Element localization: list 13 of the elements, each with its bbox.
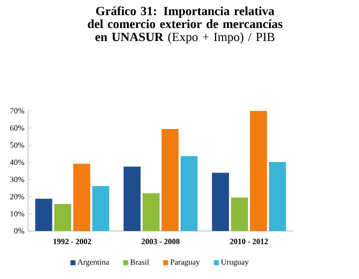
bar — [142, 193, 160, 231]
bar — [73, 164, 90, 231]
bar — [268, 162, 286, 231]
bar — [162, 129, 179, 231]
bar — [35, 198, 52, 231]
bar — [92, 186, 110, 231]
bar — [250, 110, 267, 231]
bar — [212, 172, 229, 231]
chart-title: Gráfico 31: Importancia relativa del comercio exterior de mercancías en UNASUR (Expo + Impo) / PIB — [88, 6, 282, 44]
bar — [124, 166, 141, 231]
bar — [54, 204, 72, 231]
bar — [230, 198, 248, 231]
bar — [180, 156, 198, 231]
